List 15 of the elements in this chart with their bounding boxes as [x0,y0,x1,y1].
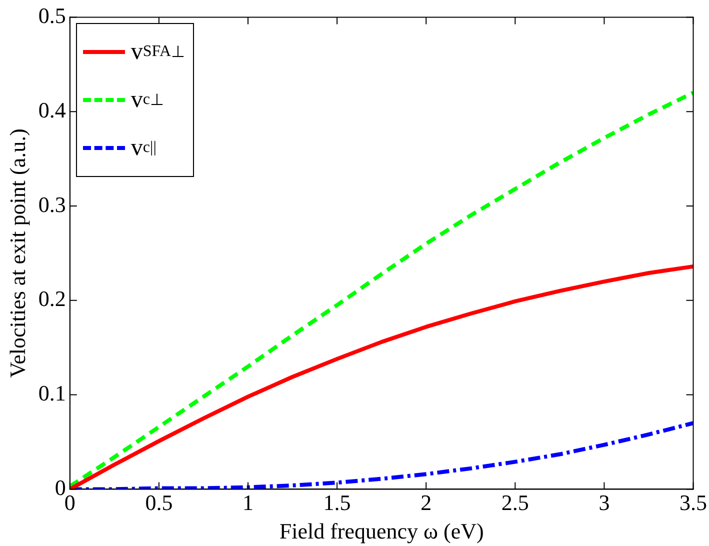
y-tick-label: 0.3 [38,192,66,217]
x-tick-label: 0.5 [145,490,173,516]
y-tick-label: 0.4 [38,97,66,122]
x-tick-label: 3 [598,490,610,516]
x-tick-label: 2 [420,490,432,516]
y-axis-title: Velocities at exit point (a.u.) [4,128,30,378]
y-tick-label: 0.1 [38,380,66,406]
x-tick-label: 2.5 [501,490,529,516]
y-tick-label: 0.2 [38,286,66,312]
y-tick-label: 0 [54,474,66,500]
x-axis-title: Field frequency ω (eV) [279,518,484,544]
x-tick-label: 1.5 [323,490,351,516]
y-tick-label: 0.5 [38,2,66,28]
x-tick-label: 3.5 [680,490,707,516]
x-tick-label: 1 [242,490,254,516]
